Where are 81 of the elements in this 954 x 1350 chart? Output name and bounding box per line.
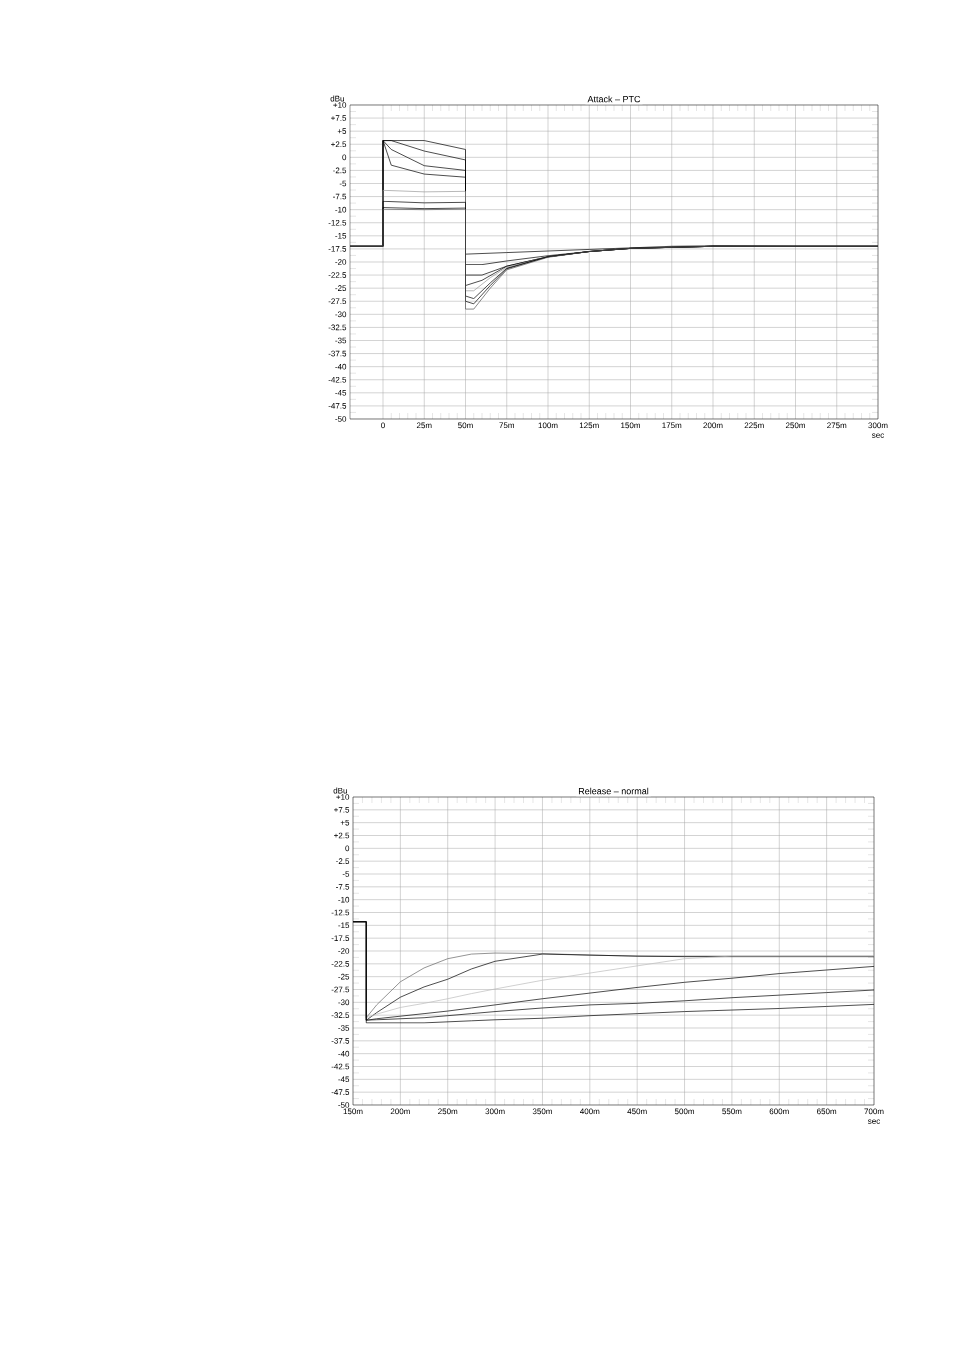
y-tick-label: -25 (335, 285, 347, 291)
y-tick-label: +10 (336, 794, 350, 800)
y-tick-label: +7.5 (334, 807, 350, 813)
x-tick-label: 50m (458, 422, 473, 429)
chart-title: Release – normal (578, 787, 649, 795)
y-axis-title: dBu (330, 95, 344, 102)
y-tick-label: -10 (335, 206, 347, 213)
x-tick-label: 125m (579, 422, 599, 429)
y-tick-label: -47.5 (328, 403, 347, 409)
x-tick-label: 300m (485, 1108, 505, 1115)
y-tick-label: 0 (345, 845, 350, 852)
y-tick-label: -45 (338, 1076, 350, 1083)
x-tick-label: 200m (703, 422, 723, 429)
y-tick-label: -37.5 (328, 350, 347, 357)
y-tick-label: +5 (337, 128, 347, 134)
y-tick-label: +7.5 (331, 115, 347, 121)
y-tick-label: -10 (338, 896, 350, 903)
y-tick-label: -32.5 (331, 1012, 350, 1018)
x-tick-label: 400m (580, 1108, 600, 1115)
y-axis-title: dBu (333, 787, 347, 794)
y-tick-label: -27.5 (328, 298, 347, 305)
y-tick-label: +2.5 (334, 832, 350, 839)
y-tick-label: -47.5 (331, 1089, 350, 1095)
y-tick-label: -35 (335, 337, 347, 344)
y-tick-label: -30 (338, 999, 350, 1006)
x-tick-label: 225m (744, 422, 764, 429)
x-tick-label: 25m (416, 422, 432, 429)
x-tick-label: 350m (532, 1108, 552, 1115)
y-tick-label: -42.5 (328, 376, 347, 383)
x-tick-label: 450m (627, 1108, 647, 1115)
x-tick-label: 0 (381, 422, 385, 429)
y-tick-label: -45 (335, 390, 347, 396)
y-tick-label: -17.5 (331, 935, 350, 941)
y-tick-label: -30 (335, 311, 347, 318)
x-tick-label: 550m (722, 1108, 742, 1115)
x-tick-label: 275m (827, 422, 847, 429)
x-tick-label: 600m (769, 1108, 789, 1115)
y-tick-label: +5 (340, 819, 350, 826)
y-tick-label: -50 (335, 416, 347, 422)
y-tick-label: -50 (338, 1102, 350, 1108)
y-tick-label: -40 (335, 363, 347, 370)
x-tick-label: 75m (499, 422, 514, 429)
y-tick-label: -20 (335, 259, 347, 265)
x-tick-label: 250m (438, 1108, 458, 1115)
y-tick-label: -40 (338, 1050, 350, 1057)
y-tick-label: -37.5 (331, 1038, 350, 1044)
x-tick-label: 700m (864, 1108, 884, 1115)
x-tick-label: 200m (390, 1108, 410, 1115)
y-tick-label: -15 (335, 233, 347, 239)
y-tick-label: -35 (338, 1025, 350, 1031)
y-tick-label: 0 (342, 154, 347, 161)
x-tick-label: 100m (538, 422, 558, 429)
y-tick-label: +2.5 (331, 141, 347, 148)
y-tick-label: -27.5 (331, 986, 350, 993)
x-axis-title: sec (872, 433, 885, 438)
y-tick-label: -12.5 (328, 219, 347, 226)
y-tick-label: -25 (338, 973, 350, 980)
x-tick-label: 500m (674, 1108, 695, 1115)
y-tick-label: -15 (338, 922, 350, 929)
y-tick-label: -5 (342, 871, 350, 877)
y-tick-label: -7.5 (333, 193, 347, 200)
y-tick-label: -22.5 (328, 272, 347, 278)
x-axis-title: sec (868, 1119, 881, 1124)
y-tick-label: -20 (338, 948, 350, 954)
chart-title: Attack – PTC (587, 95, 641, 103)
y-tick-label: +10 (333, 102, 347, 108)
x-tick-label: 150m (621, 422, 640, 429)
y-tick-label: -12.5 (331, 909, 350, 916)
y-tick-label: -22.5 (331, 961, 350, 967)
y-tick-label: -2.5 (336, 858, 350, 864)
x-tick-label: 150m (343, 1108, 363, 1115)
y-tick-label: -5 (339, 180, 347, 187)
y-tick-label: -7.5 (336, 884, 350, 890)
x-tick-label: 300m (868, 422, 888, 429)
y-tick-label: -32.5 (328, 324, 347, 331)
y-tick-label: -42.5 (331, 1063, 350, 1070)
y-tick-label: -2.5 (333, 167, 347, 174)
y-tick-label: -17.5 (328, 246, 347, 252)
x-tick-label: 175m (662, 422, 682, 429)
x-tick-label: 250m (785, 422, 805, 429)
x-tick-label: 650m (817, 1108, 837, 1115)
